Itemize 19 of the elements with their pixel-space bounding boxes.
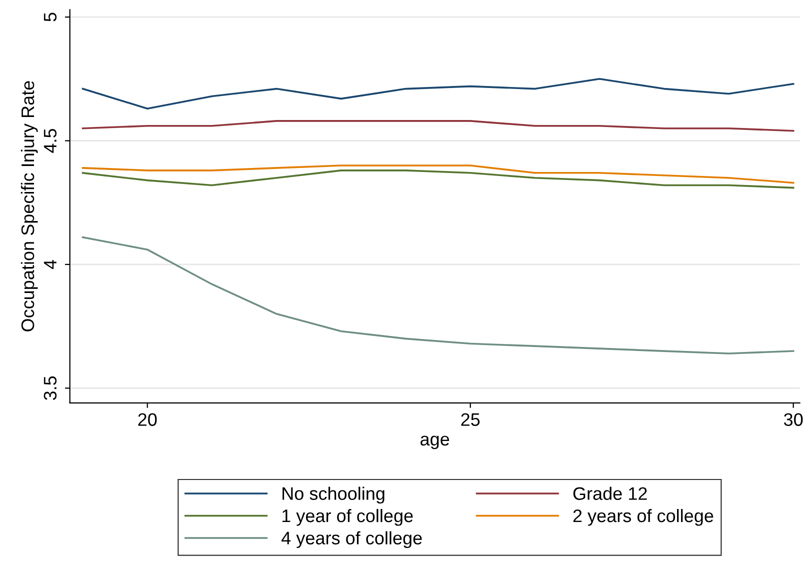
- x-axis-title: age: [420, 436, 450, 450]
- legend-label: 1 year of college: [282, 508, 413, 526]
- y-tick-label: 3.5: [44, 376, 57, 400]
- line-series: [82, 78, 794, 110]
- x-tick-label: 30: [784, 413, 803, 426]
- legend-label: 4 years of college: [282, 531, 422, 548]
- legend-label: 2 years of college: [573, 508, 714, 526]
- y-axis-title: Occupation Specific Injury Rate: [20, 81, 38, 332]
- y-tick-label: 5: [44, 12, 57, 22]
- x-tick-label: 25: [461, 413, 480, 426]
- y-tick-label: 4.5: [44, 128, 57, 153]
- y-tick-label: 4: [44, 260, 56, 270]
- legend-label: No schooling: [282, 486, 384, 504]
- line-series: [82, 236, 794, 354]
- line-series: [82, 120, 794, 132]
- line-series: [82, 164, 794, 184]
- line-series: [82, 170, 794, 189]
- legend-label: Grade 12: [573, 486, 647, 500]
- x-tick-label: 20: [138, 413, 157, 426]
